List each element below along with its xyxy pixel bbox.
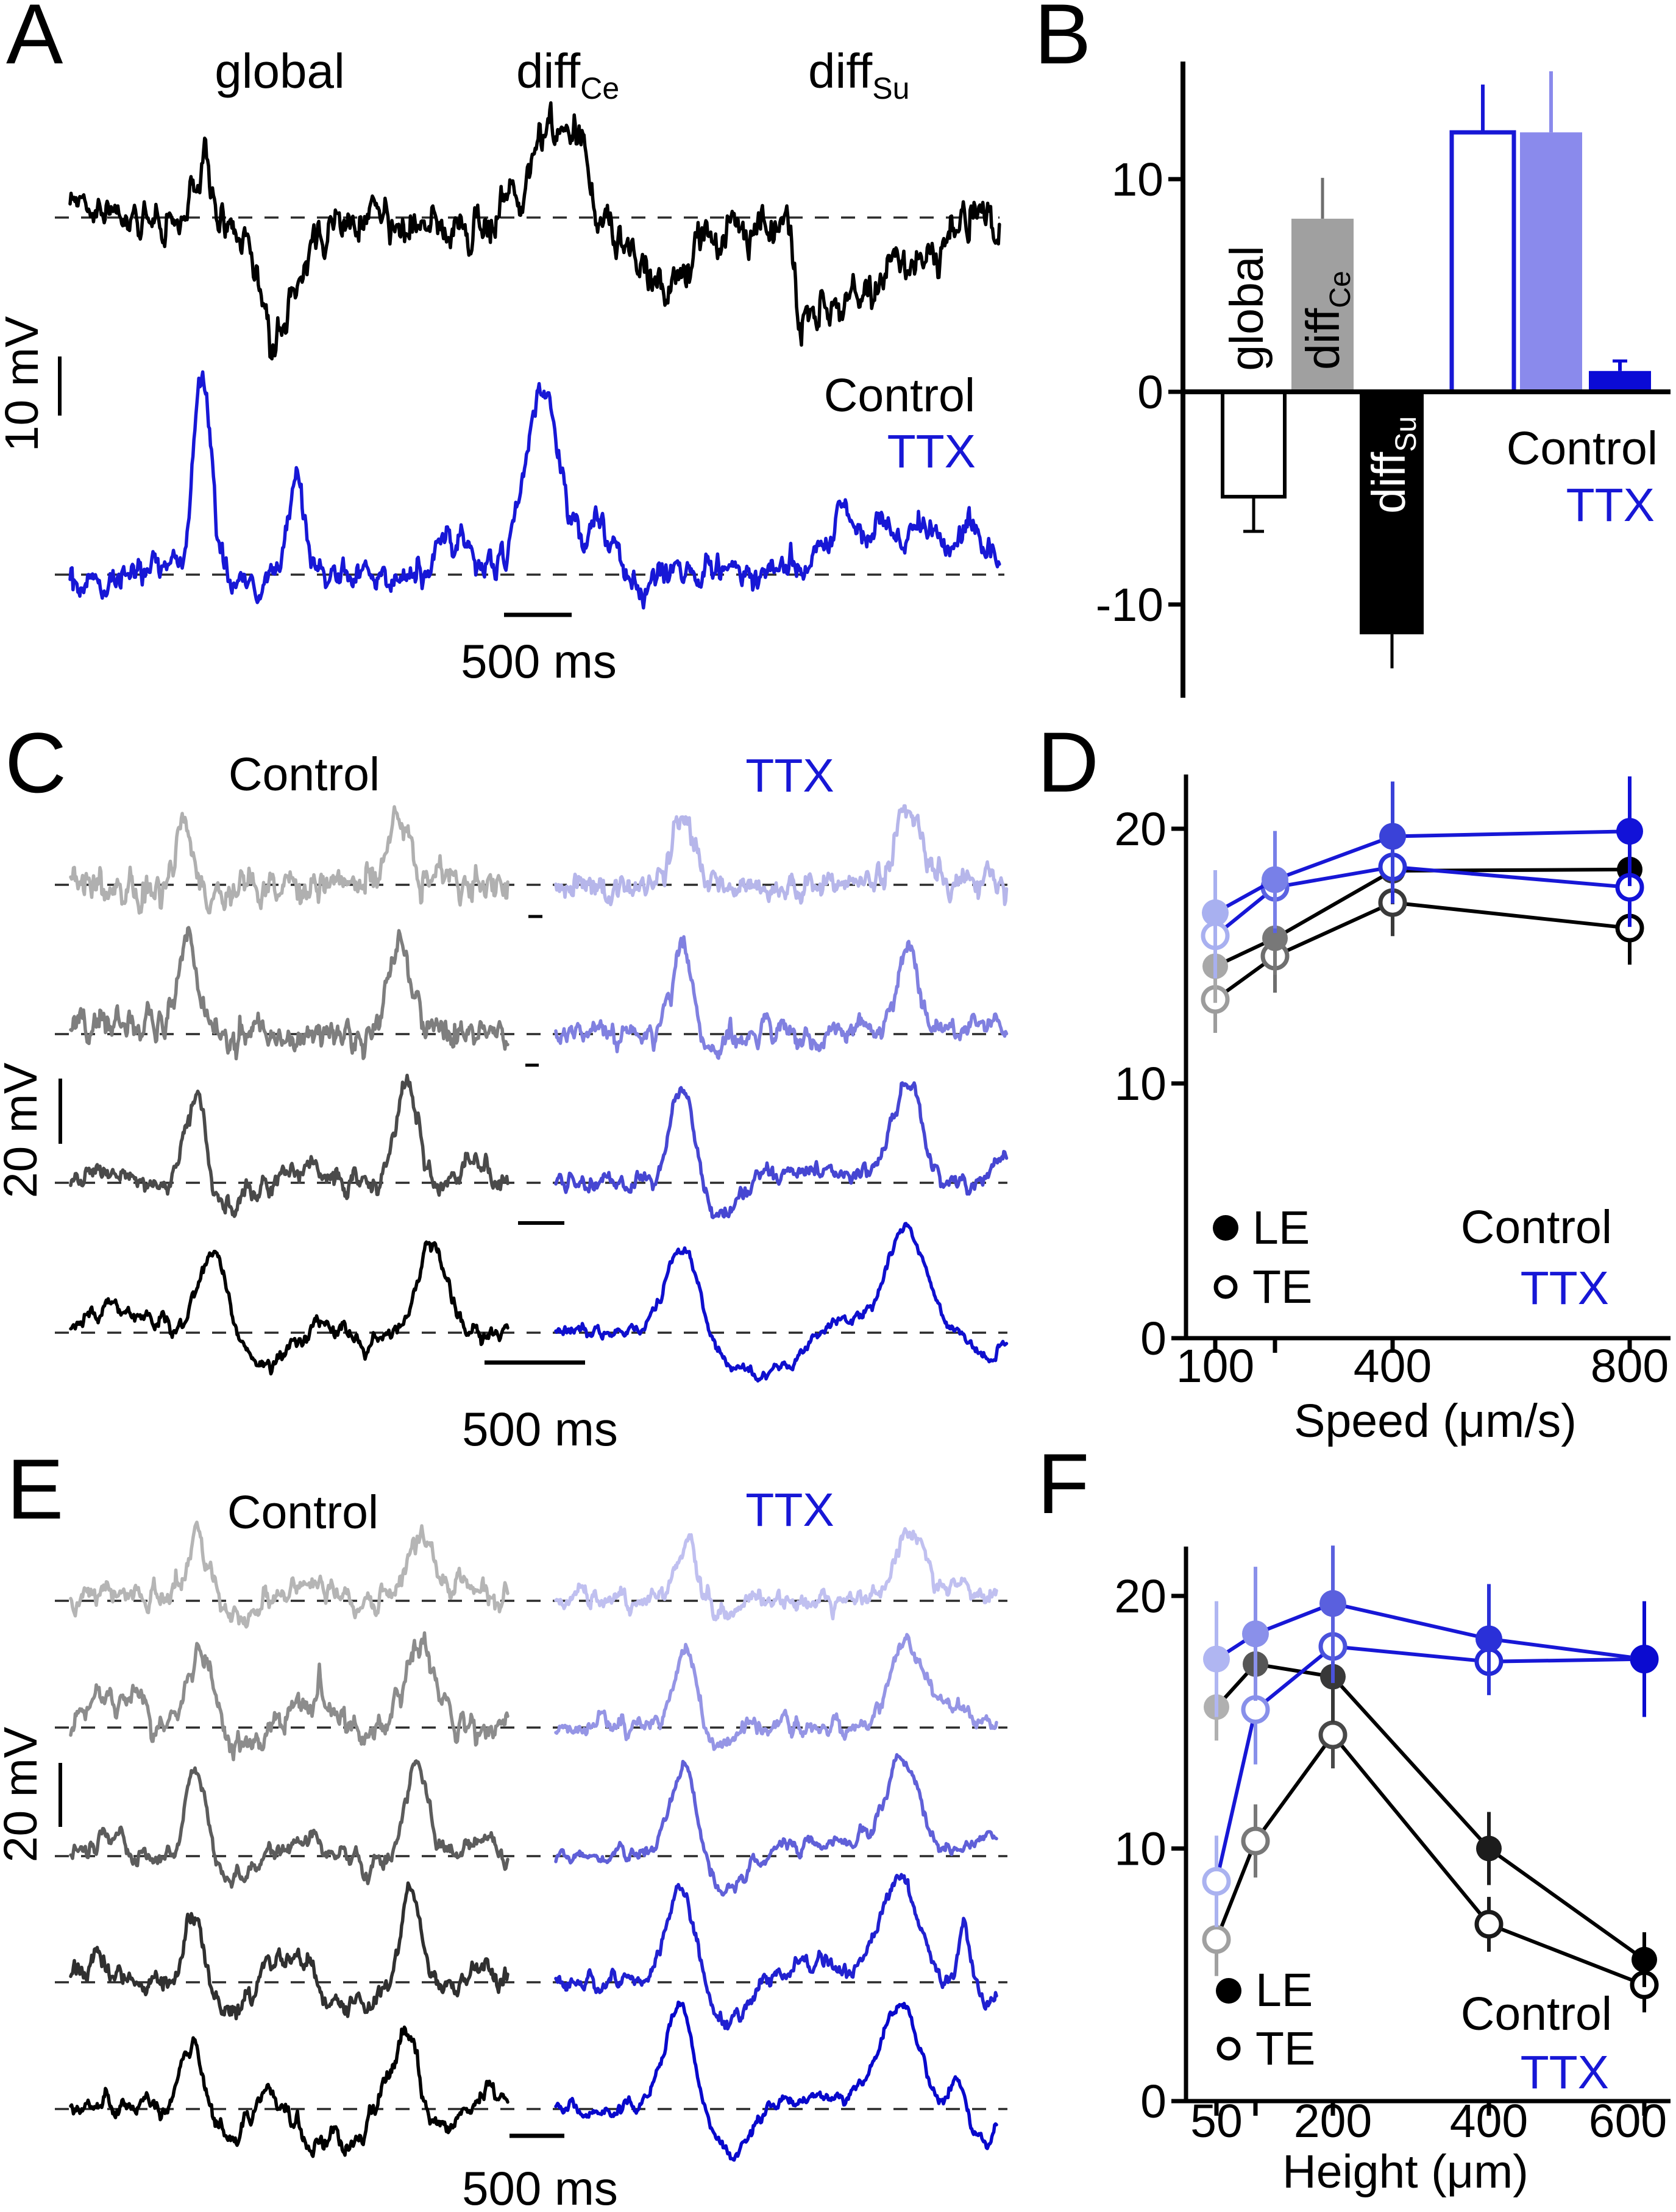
svg-text:10 mV: 10 mV xyxy=(0,316,48,452)
svg-text:Height (μm): Height (μm) xyxy=(1282,2146,1529,2198)
svg-text:0: 0 xyxy=(1140,1313,1166,1365)
svg-text:500 ms: 500 ms xyxy=(462,1402,618,1456)
svg-text:TTX: TTX xyxy=(1521,2046,1609,2099)
svg-text:10: 10 xyxy=(1114,1823,1166,1876)
svg-text:Speed (μm/s): Speed (μm/s) xyxy=(1294,1395,1577,1447)
svg-text:100: 100 xyxy=(1176,1340,1254,1392)
svg-text:A: A xyxy=(6,0,63,82)
svg-text:Control: Control xyxy=(227,1486,378,1539)
svg-text:400: 400 xyxy=(1450,2095,1528,2147)
svg-text:0: 0 xyxy=(1140,2076,1166,2128)
svg-text:20 mV: 20 mV xyxy=(0,1726,47,1862)
svg-text:global: global xyxy=(1221,246,1273,371)
svg-text:TTX: TTX xyxy=(745,750,834,802)
svg-text:Control: Control xyxy=(824,369,975,422)
svg-text:diffSu: diffSu xyxy=(808,44,909,105)
svg-text:10: 10 xyxy=(1111,154,1163,206)
svg-text:Control: Control xyxy=(1461,1201,1612,1253)
svg-text:F: F xyxy=(1037,1436,1090,1531)
svg-text:10: 10 xyxy=(1114,1058,1166,1110)
svg-text:-10: -10 xyxy=(1096,579,1163,631)
svg-text:D: D xyxy=(1037,714,1099,810)
svg-text:500 ms: 500 ms xyxy=(462,2161,618,2212)
svg-text:400: 400 xyxy=(1354,1340,1432,1392)
svg-text:TE: TE xyxy=(1252,1261,1312,1313)
svg-text:LE: LE xyxy=(1252,1202,1310,1254)
svg-text:500 ms: 500 ms xyxy=(461,634,617,688)
svg-text:Control: Control xyxy=(1507,422,1658,475)
svg-text:Control: Control xyxy=(1461,1988,1612,2040)
svg-text:TTX: TTX xyxy=(745,1484,834,1536)
svg-text:B: B xyxy=(1034,0,1091,82)
svg-text:LE: LE xyxy=(1255,1964,1313,2016)
svg-text:Control: Control xyxy=(229,748,380,801)
svg-text:diffCe: diffCe xyxy=(1297,271,1357,370)
svg-text:E: E xyxy=(7,1441,63,1537)
svg-text:TTX: TTX xyxy=(1566,479,1655,531)
svg-text:TTX: TTX xyxy=(1521,1262,1609,1314)
svg-text:20: 20 xyxy=(1114,1570,1166,1623)
svg-text:200: 200 xyxy=(1294,2095,1372,2147)
svg-text:C: C xyxy=(5,715,66,810)
svg-text:50: 50 xyxy=(1190,2095,1243,2147)
svg-text:600: 600 xyxy=(1589,2095,1667,2147)
svg-text:global: global xyxy=(215,44,345,98)
svg-text:TTX: TTX xyxy=(887,425,976,478)
svg-text:800: 800 xyxy=(1591,1340,1669,1392)
svg-text:0: 0 xyxy=(1137,366,1163,419)
svg-text:20 mV: 20 mV xyxy=(0,1062,47,1198)
svg-text:20: 20 xyxy=(1114,803,1166,856)
svg-text:TE: TE xyxy=(1255,2022,1315,2075)
